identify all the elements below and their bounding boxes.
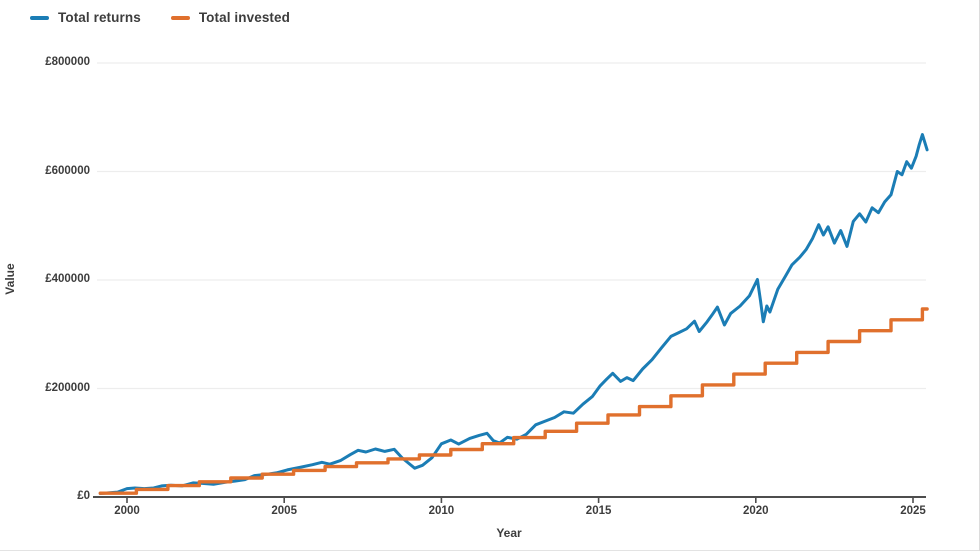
y-tick-label: £200000: [45, 381, 90, 394]
legend-label-total-invested: Total invested: [198, 10, 290, 25]
y-tick-label: £600000: [45, 164, 90, 177]
legend-item-total-invested: Total invested: [170, 10, 290, 25]
x-tick-label: 2015: [585, 505, 612, 517]
x-tick-label: 2020: [743, 505, 769, 517]
x-tick-label: 2005: [271, 505, 297, 517]
y-tick-label: £800000: [45, 56, 90, 68]
total-invested-line: [98, 307, 929, 495]
x-tick-label: 2000: [114, 505, 140, 517]
y-tick-label: £400000: [45, 273, 90, 285]
legend-item-total-returns: Total returns: [30, 10, 141, 25]
x-tick-label: 2010: [428, 505, 455, 517]
y-tick-label: £0: [77, 490, 90, 502]
x-tick-label: 2025: [900, 505, 926, 517]
legend-label-total-returns: Total returns: [58, 10, 141, 25]
total-returns-swatch-icon: [30, 15, 49, 20]
total-invested-swatch-icon: [170, 15, 190, 20]
legend: Total returns Total invested: [30, 10, 290, 25]
x-axis-title: Year: [496, 526, 522, 540]
